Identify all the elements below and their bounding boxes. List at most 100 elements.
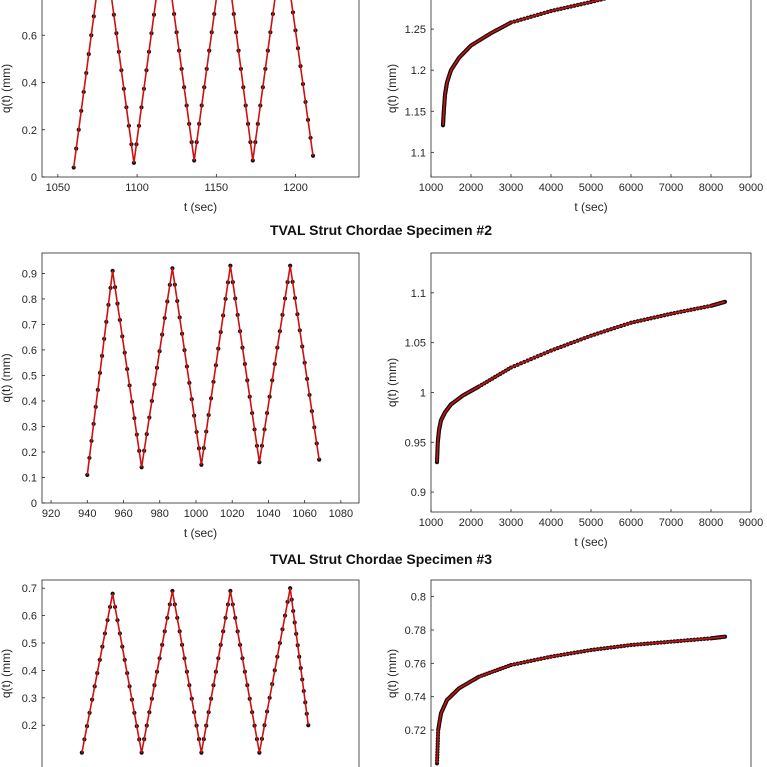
x-tick-label: 1060 xyxy=(292,508,316,520)
data-point xyxy=(310,153,316,158)
data-point xyxy=(306,723,311,728)
x-tick-label: 9000 xyxy=(739,517,763,529)
y-tick-label: 0.7 xyxy=(22,583,37,595)
x-tick-label: 1000 xyxy=(184,508,208,520)
y-tick-label: 0.9 xyxy=(22,268,37,280)
x-tick-label: 1000 xyxy=(419,517,443,529)
x-tick-label: 8000 xyxy=(699,182,723,194)
chart-specimen2-cyclic: 920 940 960 980 1000 1020 1040 1060 1080 0 0.1 0.2 0… xyxy=(0,252,360,540)
y-tick-label: 0.4 xyxy=(22,78,37,90)
x-tick-label: 1020 xyxy=(220,508,244,520)
x-tick-label: 980 xyxy=(151,508,169,520)
fit-line xyxy=(442,0,603,126)
chart-specimen3-cyclic: 0.2 0.3 0.4 0.5 0.6 0.7 q(t) (mm) xyxy=(0,579,360,767)
fit-line xyxy=(72,0,314,168)
title-specimen2: TVAL Strut Chordae Specimen #2 xyxy=(270,222,492,238)
y-tick-label: 0.6 xyxy=(22,611,37,623)
y-tick-label: 0.3 xyxy=(22,693,37,705)
y-axis-label: q(t) (mm) xyxy=(385,358,399,407)
plot-area xyxy=(434,634,728,766)
y-tick-label: 0.8 xyxy=(411,592,426,604)
x-axis-label: t (sec) xyxy=(574,535,607,549)
plot-frame xyxy=(41,252,360,504)
y-axis-label: q(t) (mm) xyxy=(0,64,13,113)
y-tick-label: 0.72 xyxy=(405,725,426,737)
fit-line xyxy=(86,265,320,475)
data-point xyxy=(317,457,322,462)
plot-frame xyxy=(430,252,752,513)
x-tick-label: 3000 xyxy=(499,182,523,194)
y-tick-label: 0.74 xyxy=(405,692,426,704)
y-tick-label: 0.76 xyxy=(405,658,426,670)
y-tick-label: 0.4 xyxy=(22,396,37,408)
x-tick-label: 5000 xyxy=(579,182,603,194)
x-axis-label: t (sec) xyxy=(184,526,217,540)
y-tick-label: 1.05 xyxy=(405,338,426,350)
x-axis-label: t (sec) xyxy=(184,200,217,214)
plot-frame xyxy=(41,579,360,767)
x-tick-label: 8000 xyxy=(699,517,723,529)
x-tick-label: 1050 xyxy=(46,182,70,194)
y-tick-label: 0.8 xyxy=(22,294,37,306)
y-tick-label: 0.5 xyxy=(22,638,37,650)
x-axis-label: t (sec) xyxy=(574,200,607,214)
x-tick-label: 1100 xyxy=(125,182,149,194)
y-tick-label: 0.2 xyxy=(22,720,37,732)
chart-specimen1-creep: 1000 2000 3000 4000 5000 6000 7000 8000 9000 1.1 1… xyxy=(385,0,763,214)
y-tick-label: 0.1 xyxy=(22,472,37,484)
fit-line xyxy=(436,301,726,463)
plot-area xyxy=(71,0,316,170)
data-point xyxy=(85,472,90,478)
y-tick-label: 0.7 xyxy=(22,319,37,331)
y-tick-label: 0.95 xyxy=(405,437,426,449)
y-tick-label: 0.3 xyxy=(22,421,37,433)
title-specimen3: TVAL Strut Chordae Specimen #3 xyxy=(270,551,492,567)
y-tick-label: 0.2 xyxy=(22,447,37,459)
x-tick-label: 1000 xyxy=(419,182,443,194)
x-tick-label: 6000 xyxy=(619,182,643,194)
y-tick-label: 1.1 xyxy=(411,147,426,159)
x-tick-label: 960 xyxy=(114,508,132,520)
x-tick-label: 4000 xyxy=(539,517,563,529)
data-point xyxy=(722,634,728,639)
plot-frame xyxy=(41,0,360,178)
y-tick-label: 0.5 xyxy=(22,370,37,382)
x-tick-label: 2000 xyxy=(459,182,483,194)
y-axis-label: q(t) (mm) xyxy=(0,649,13,698)
y-tick-label: 1.1 xyxy=(411,288,426,300)
x-tick-label: 1150 xyxy=(205,182,229,194)
y-tick-label: 1.15 xyxy=(405,106,426,118)
y-tick-label: 0.2 xyxy=(22,125,37,137)
y-tick-label: 1.25 xyxy=(405,24,426,36)
y-tick-label: 0.4 xyxy=(22,665,37,677)
y-tick-label: 0 xyxy=(31,172,37,184)
x-tick-label: 1200 xyxy=(283,182,307,194)
y-tick-label: 0.6 xyxy=(22,30,37,42)
x-tick-label: 7000 xyxy=(659,182,683,194)
y-axis-label: q(t) (mm) xyxy=(385,649,399,698)
plot-frame xyxy=(430,579,752,767)
x-tick-label: 7000 xyxy=(659,517,683,529)
y-tick-label: 0.6 xyxy=(22,345,37,357)
x-tick-label: 5000 xyxy=(579,517,603,529)
y-tick-label: 0.9 xyxy=(411,487,426,499)
y-tick-label: 1 xyxy=(420,387,426,399)
x-tick-label: 920 xyxy=(42,508,60,520)
plot-area xyxy=(79,586,311,755)
plot-area xyxy=(85,263,322,478)
x-tick-label: 3000 xyxy=(499,517,523,529)
plot-area xyxy=(440,0,606,128)
y-tick-label: 0 xyxy=(31,498,37,510)
chart-specimen3-creep: 0.72 0.74 0.76 0.78 0.8 q(t) (mm) xyxy=(385,579,752,767)
plot-area xyxy=(434,299,728,465)
chart-specimen2-creep: 1000 2000 3000 4000 5000 6000 7000 8000 9000 0.9 0… xyxy=(385,252,763,549)
data-point xyxy=(602,0,606,1)
x-tick-label: 9000 xyxy=(739,182,763,194)
plot-frame xyxy=(430,0,752,178)
x-tick-label: 2000 xyxy=(459,517,483,529)
x-tick-label: 4000 xyxy=(539,182,563,194)
fit-line xyxy=(436,635,726,764)
x-tick-label: 6000 xyxy=(619,517,643,529)
